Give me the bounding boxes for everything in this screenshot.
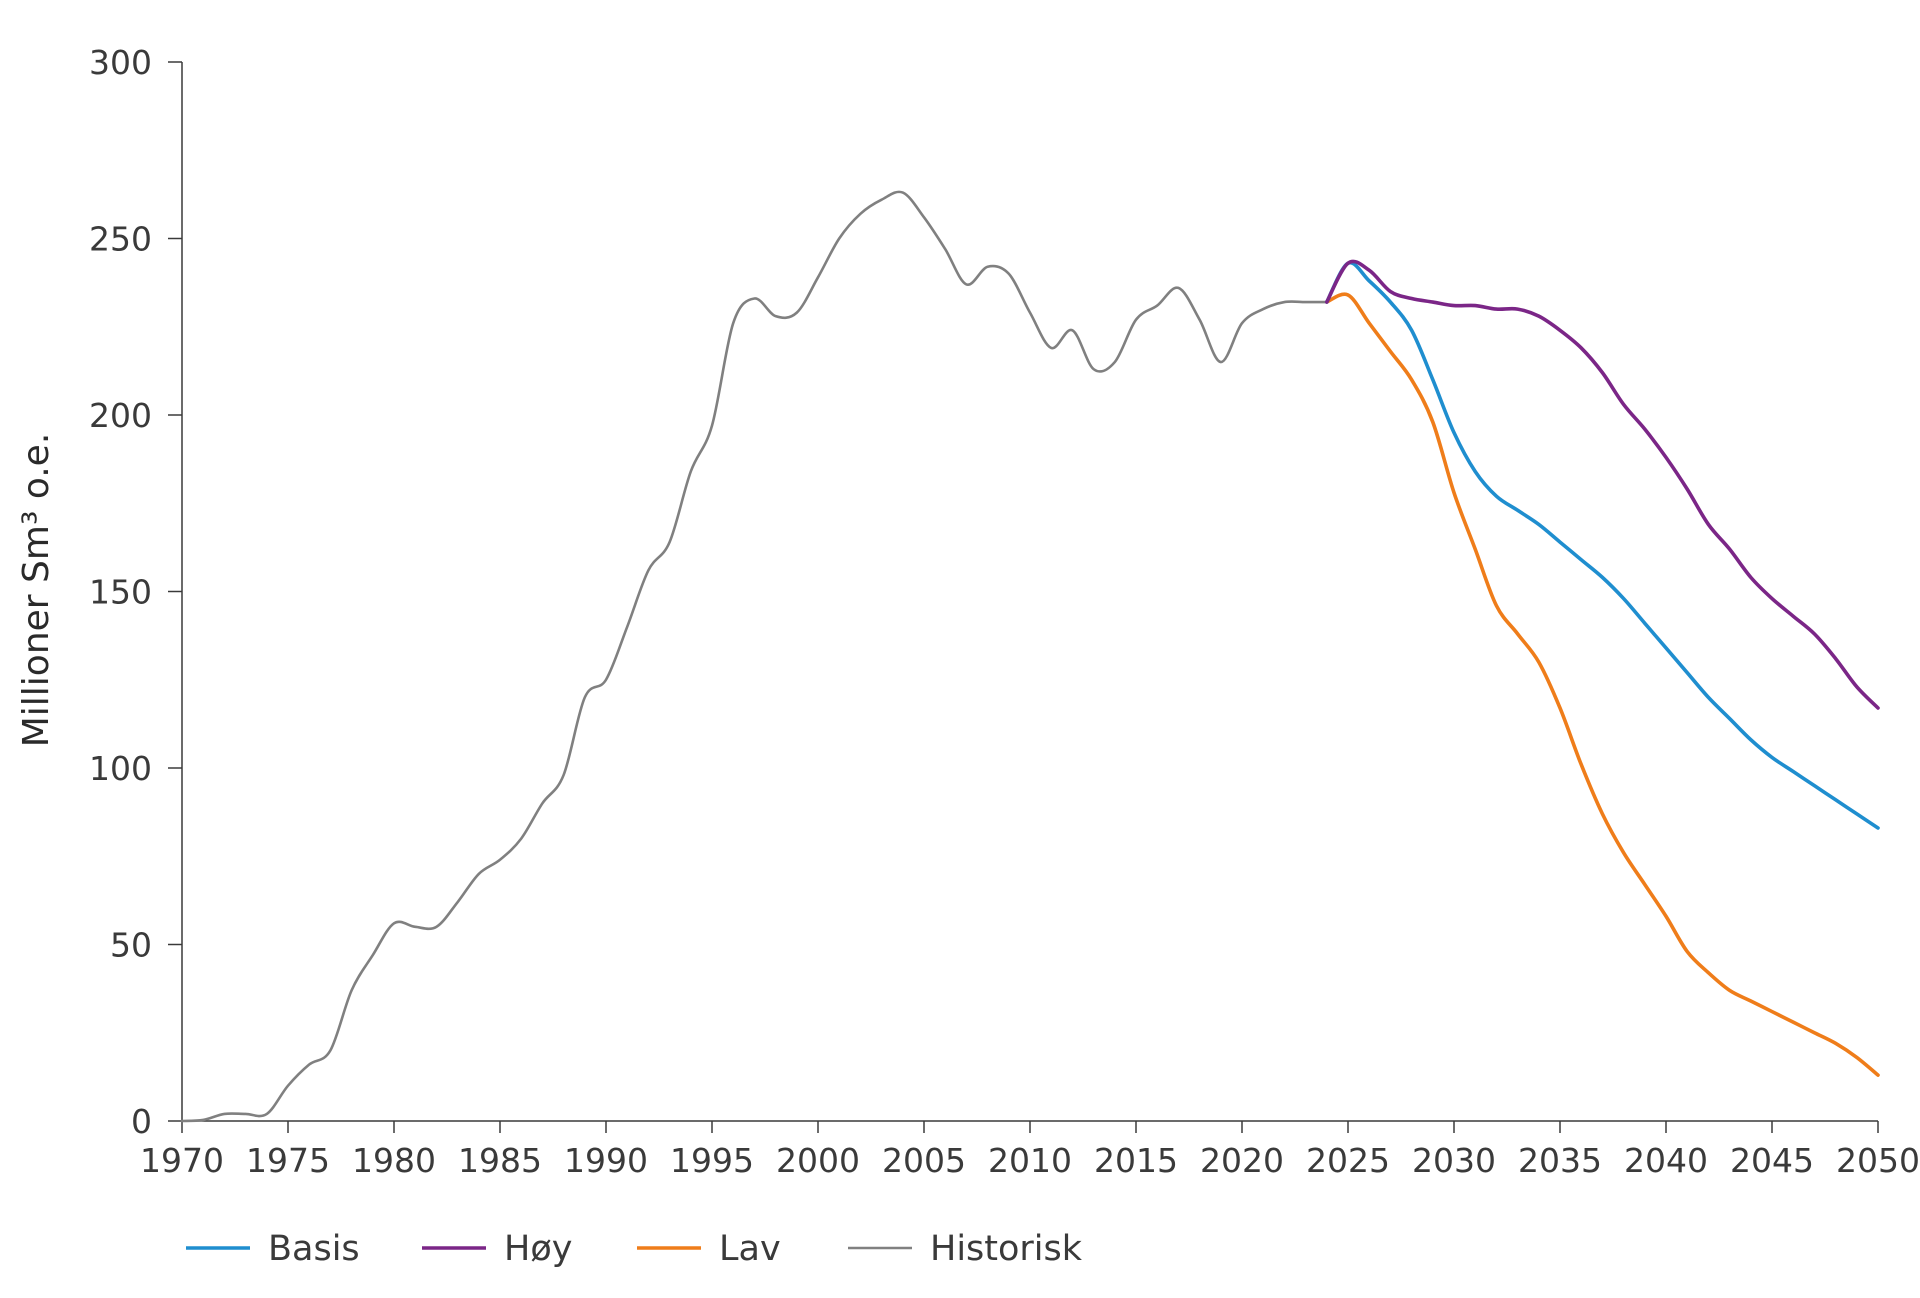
legend-label-historisk: Historisk: [930, 1229, 1083, 1269]
y-tick-label: 100: [89, 749, 152, 788]
x-tick-label: 1995: [670, 1141, 754, 1180]
x-tick-label: 1975: [246, 1141, 330, 1180]
y-tick-label: 50: [110, 926, 152, 965]
x-tick-label: 2005: [882, 1141, 966, 1180]
x-tick-label: 2050: [1836, 1141, 1920, 1180]
y-tick-label: 300: [89, 43, 152, 82]
x-tick-label: 1980: [352, 1141, 436, 1180]
series-layer: [180, 190, 1880, 1123]
y-axis-title: Millioner Sm³ o.e.: [16, 433, 57, 748]
x-tick-label: 2045: [1730, 1141, 1814, 1180]
x-tick-label: 1970: [140, 1141, 224, 1180]
legend-label-hoy: Høy: [504, 1229, 572, 1269]
y-tick-label: 150: [89, 573, 152, 612]
series-line-historisk: [180, 190, 1329, 1123]
x-tick-label: 2020: [1200, 1141, 1284, 1180]
x-tick-label: 1985: [458, 1141, 542, 1180]
x-tick-label: 2025: [1306, 1141, 1390, 1180]
y-tick-label: 250: [89, 220, 152, 259]
x-tick-label: 2040: [1624, 1141, 1708, 1180]
x-tick-label: 1990: [564, 1141, 648, 1180]
x-tick-label: 2015: [1094, 1141, 1178, 1180]
y-tick-label: 200: [89, 396, 152, 435]
legend-label-basis: Basis: [268, 1229, 360, 1269]
series-line-basis: [1325, 260, 1880, 830]
legend: Basis Høy Lav Historisk: [186, 1229, 1083, 1269]
axes: 0 50 100 150 200 250 300 1970 1975 1980 1985 1990 19…: [89, 43, 1920, 1180]
x-tick-label: 2010: [988, 1141, 1072, 1180]
x-tick-label: 2035: [1518, 1141, 1602, 1180]
x-tick-label: 2030: [1412, 1141, 1496, 1180]
series-line-lav: [1325, 292, 1880, 1077]
x-tick-label: 2000: [776, 1141, 860, 1180]
y-tick-label: 0: [131, 1102, 152, 1141]
series-line-hoy: [1325, 259, 1880, 710]
legend-label-lav: Lav: [719, 1229, 781, 1269]
